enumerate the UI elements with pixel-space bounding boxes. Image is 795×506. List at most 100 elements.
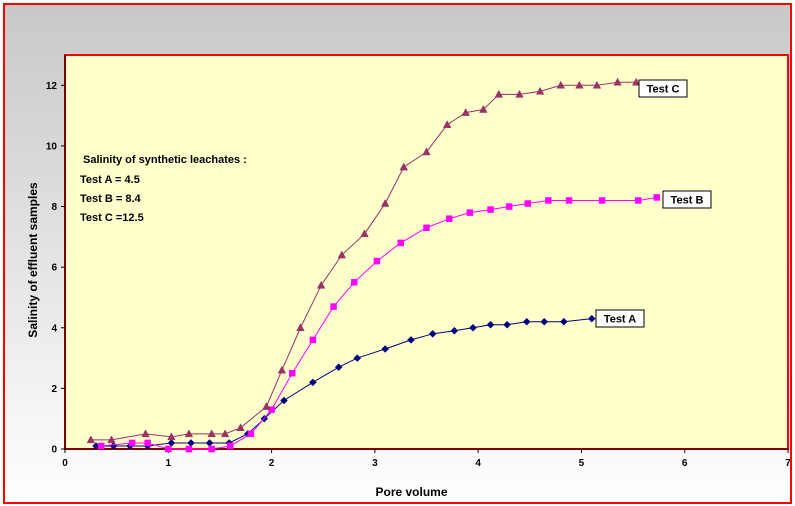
data-point	[350, 279, 358, 286]
x-tick-label: 4	[475, 458, 481, 469]
data-point	[220, 429, 230, 438]
series-line-test-c	[90, 81, 637, 441]
data-point	[167, 432, 176, 441]
plot-area	[64, 54, 789, 450]
x-axis-title: Pore volume	[375, 485, 447, 499]
data-point	[128, 439, 136, 447]
data-point	[428, 329, 437, 338]
data-point	[466, 209, 474, 216]
legend-label-box	[595, 309, 645, 328]
data-point	[442, 120, 452, 128]
data-point	[262, 402, 271, 410]
data-point	[86, 435, 96, 444]
data-point	[207, 429, 216, 438]
data-point	[373, 257, 381, 265]
data-point	[381, 345, 390, 353]
data-point	[288, 369, 296, 377]
y-tick-label: 8	[51, 202, 57, 213]
y-tick-label: 10	[46, 141, 58, 152]
data-point	[280, 396, 288, 405]
data-point	[399, 162, 408, 171]
data-point	[208, 445, 215, 453]
data-point	[486, 320, 495, 329]
x-tick-label: 1	[166, 458, 172, 469]
x-tick-label: 3	[372, 458, 378, 469]
data-point	[461, 108, 470, 116]
series-line-test-b	[101, 196, 657, 450]
data-point	[469, 323, 477, 332]
data-point	[592, 80, 602, 89]
data-point	[277, 365, 287, 374]
data-point	[407, 336, 415, 344]
data-point	[309, 336, 317, 344]
data-point	[565, 197, 573, 204]
annotation-line: Test A = 4.5	[80, 174, 140, 186]
annotation-line: Test C =12.5	[80, 212, 144, 224]
legend-label-box	[638, 79, 688, 98]
annotation-heading: Salinity of synthetic leachates :	[83, 154, 247, 166]
data-point	[165, 445, 172, 453]
data-point	[503, 320, 511, 329]
legend-label-test-a: Test A	[595, 309, 645, 328]
data-point	[479, 105, 488, 113]
legend-label-box	[662, 190, 712, 209]
data-point	[560, 317, 568, 326]
data-point	[450, 326, 459, 335]
y-tick-label: 0	[51, 445, 57, 456]
data-point	[487, 206, 494, 213]
annotation-line: Test B = 8.4	[80, 193, 142, 205]
data-point	[309, 378, 317, 387]
y-tick-label: 2	[51, 384, 57, 395]
data-point	[505, 203, 513, 210]
legend-label-text: Test C	[647, 84, 680, 96]
data-point	[522, 317, 531, 326]
data-point	[185, 445, 193, 453]
data-point	[380, 198, 390, 207]
data-point	[494, 89, 504, 98]
data-point	[353, 354, 362, 362]
data-point	[184, 429, 194, 438]
y-tick-label: 4	[51, 323, 57, 334]
data-point	[653, 194, 661, 201]
data-point	[316, 280, 326, 289]
x-tick-label: 2	[269, 458, 275, 469]
y-tick-label: 12	[46, 81, 58, 92]
data-point	[535, 86, 545, 95]
data-point	[634, 197, 642, 204]
x-tick-label: 7	[785, 458, 790, 469]
chart-frame: 0 2 4 6 8 10 12 0 1 2 3 4 5 6 7 Pore volume Salinity of …	[3, 3, 792, 504]
data-point	[334, 363, 343, 372]
data-point	[445, 215, 453, 222]
data-point	[144, 439, 151, 447]
data-point	[247, 430, 255, 438]
x-tick-label: 5	[579, 458, 585, 469]
legend-label-text: Test B	[671, 195, 704, 207]
data-point	[524, 200, 531, 207]
data-point	[540, 317, 549, 326]
data-point	[598, 197, 606, 204]
data-point	[97, 442, 105, 450]
data-point	[515, 89, 524, 98]
data-point	[575, 80, 584, 89]
data-point	[613, 77, 622, 86]
data-point	[227, 442, 234, 450]
y-axis-title: Salinity of effluent samples	[26, 182, 40, 338]
data-point	[397, 239, 404, 247]
data-point	[423, 224, 430, 232]
data-point	[587, 314, 596, 323]
data-point	[631, 77, 641, 86]
data-point	[360, 229, 369, 238]
data-point	[422, 147, 431, 156]
legend-label-test-c: Test C	[638, 79, 688, 98]
data-point	[296, 323, 305, 332]
data-point	[141, 429, 150, 438]
x-tick-label: 0	[62, 458, 68, 469]
data-point	[545, 197, 552, 204]
data-point	[337, 250, 347, 259]
x-tick-label: 6	[682, 458, 688, 469]
y-tick-label: 6	[51, 263, 57, 274]
data-point	[107, 435, 116, 444]
data-point	[330, 303, 337, 310]
data-point	[236, 423, 245, 432]
